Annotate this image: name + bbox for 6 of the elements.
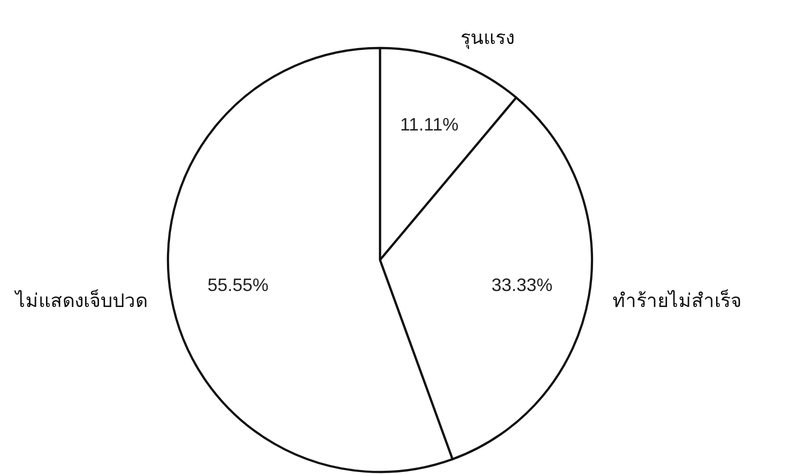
data-label: 11.11% xyxy=(400,114,458,135)
slice-label: ไม่แสดงเจ็บปวด xyxy=(14,288,148,312)
slice-label: ทำร้ายไม่สำเร็จ xyxy=(612,288,742,312)
data-label: 55.55% xyxy=(208,275,269,296)
slice-label: รุนแรง xyxy=(460,27,515,50)
data-label: 33.33% xyxy=(491,275,552,296)
